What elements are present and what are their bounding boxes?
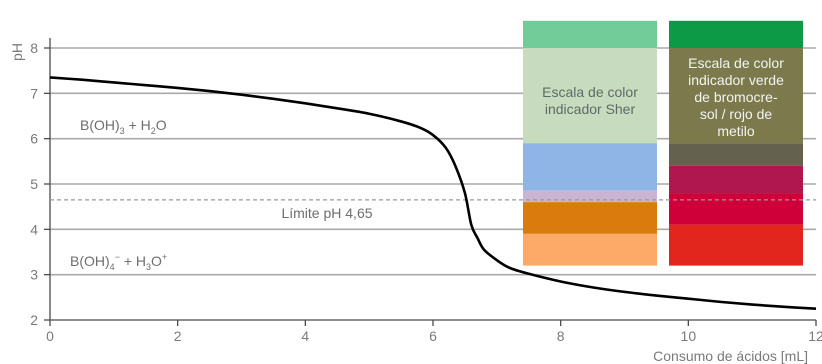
color-band	[669, 20, 803, 48]
x-tick-label: 8	[557, 328, 565, 344]
titration-curve	[49, 76, 817, 310]
color-band	[669, 143, 803, 166]
color-band	[523, 143, 657, 191]
x-tick-label: 0	[46, 328, 54, 344]
y-tick-label: 4	[30, 221, 38, 237]
bromocresol-scale-label: Escala de color indicador verde de bromocr…	[688, 55, 784, 139]
region-labels: B(OH)3 + H2O B(OH)4− + H3O+	[70, 117, 167, 272]
x-tick-label: 4	[301, 328, 309, 344]
y-tick-label: 7	[30, 85, 38, 101]
sher-scale-label: Escala de color indicador Sher	[542, 84, 638, 117]
y-tick-label: 3	[30, 267, 38, 283]
region-label-upper: B(OH)3 + H2O	[80, 117, 167, 136]
color-band	[669, 193, 803, 225]
color-band	[523, 233, 657, 266]
y-tick-label: 8	[30, 40, 38, 56]
color-band	[669, 224, 803, 266]
region-label-lower: B(OH)4− + H3O+	[70, 252, 167, 272]
color-band	[523, 190, 657, 203]
reference-line-group: Límite pH 4,65	[50, 199, 816, 221]
color-band	[669, 48, 803, 144]
y-axis-label: pH	[9, 43, 25, 61]
curve-group	[49, 76, 817, 310]
reference-line-label: Límite pH 4,65	[281, 205, 372, 221]
axis-labels: pH Consumo de ácidos [mL]	[9, 43, 808, 364]
color-band	[523, 20, 657, 48]
color-band	[523, 48, 657, 144]
color-band	[669, 165, 803, 194]
color-scales	[523, 20, 803, 266]
y-tick-label: 2	[30, 312, 38, 328]
x-axis-label: Consumo de ácidos [mL]	[653, 348, 808, 364]
y-tick-label: 6	[30, 131, 38, 147]
x-tick-label: 2	[174, 328, 182, 344]
y-tick-label: 5	[30, 176, 38, 192]
grid-lines	[50, 47, 816, 276]
x-tick-label: 12	[808, 328, 822, 344]
x-tick-label: 10	[681, 328, 697, 344]
color-band	[523, 202, 657, 234]
x-tick-label: 6	[429, 328, 437, 344]
